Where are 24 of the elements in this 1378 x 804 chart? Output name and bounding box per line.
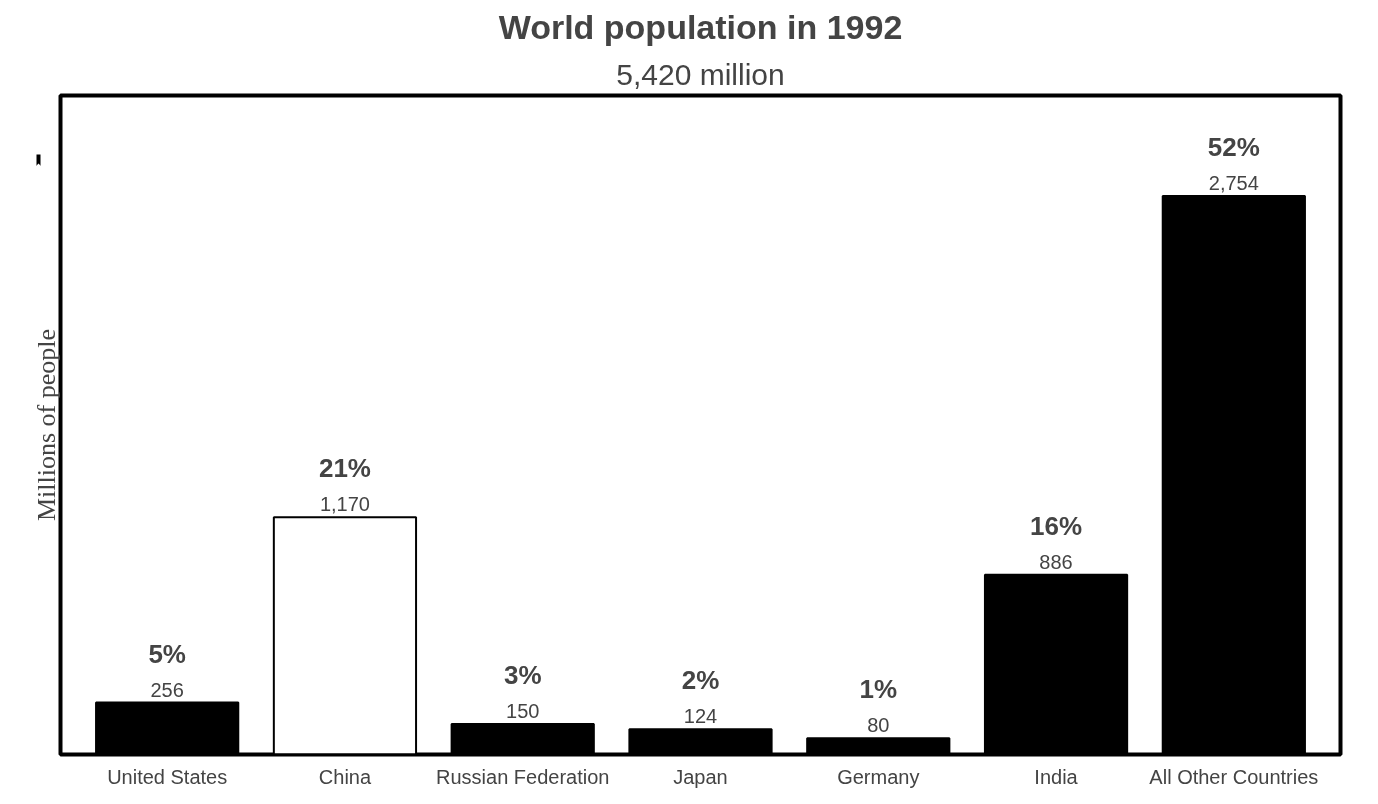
- annotation: 52%: [1207, 132, 1260, 163]
- data-label: 124: [683, 705, 718, 728]
- data-label: 150: [506, 700, 540, 723]
- data-label: 1,170: [319, 493, 370, 516]
- chart-subtitle: 5,420 million: [616, 57, 785, 91]
- data-label: 80: [867, 714, 890, 737]
- data-label: 256: [150, 678, 184, 701]
- data-label: 886: [1039, 550, 1073, 573]
- x-tick-label: United States: [107, 765, 228, 788]
- data-label: 2,754: [1208, 172, 1259, 195]
- annotation: 5%: [148, 638, 186, 669]
- chart-title: World population in 1992: [498, 7, 903, 46]
- x-tick-label: Russian Federation: [436, 765, 610, 788]
- x-tick-label: India: [1034, 765, 1079, 788]
- annotation: 3%: [503, 660, 542, 691]
- annotation: 2%: [681, 665, 720, 696]
- y-axis-title: Millions of people: [31, 328, 61, 522]
- x-tick-label: Japan: [673, 765, 728, 788]
- annotation: 21%: [318, 453, 371, 484]
- x-tick-label: Germany: [837, 765, 920, 788]
- annotation: 1%: [859, 674, 898, 705]
- x-tick-label: China: [318, 765, 372, 788]
- x-tick-label: All Other Countries: [1149, 765, 1319, 788]
- annotation: 16%: [1030, 510, 1083, 541]
